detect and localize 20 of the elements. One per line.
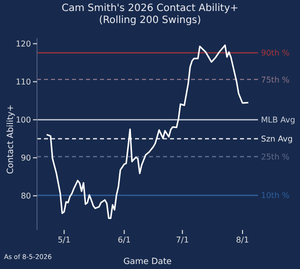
x-tick-label: 5/1 bbox=[58, 236, 71, 245]
x-tick-label: 6/1 bbox=[118, 236, 131, 245]
ref-line-label: 25th % bbox=[261, 152, 290, 162]
line-series bbox=[46, 44, 250, 219]
y-tick-label: 110 bbox=[16, 78, 31, 87]
ref-line-label: 10th % bbox=[261, 191, 290, 200]
ref-line-label: Szn Avg bbox=[261, 134, 293, 144]
y-tick-label: 90 bbox=[20, 154, 31, 163]
y-tick-label: 80 bbox=[20, 192, 31, 201]
chart-title: Cam Smith's 2026 Contact Ability+ bbox=[60, 3, 240, 15]
chart-subtitle: (Rolling 200 Swings) bbox=[98, 15, 202, 27]
ref-line-label: MLB Avg bbox=[261, 116, 296, 125]
ref-line-label: 75th % bbox=[261, 75, 290, 84]
y-tick-label: 100 bbox=[16, 116, 31, 125]
ref-line-label: 90th % bbox=[261, 48, 290, 58]
x-tick-label: 7/1 bbox=[176, 236, 189, 245]
y-axis-title: Contact Ability+ bbox=[6, 104, 16, 174]
y-tick-label: 120 bbox=[16, 40, 31, 49]
x-tick-label: 8/1 bbox=[236, 236, 249, 245]
x-axis-title: Game Date bbox=[123, 257, 172, 267]
